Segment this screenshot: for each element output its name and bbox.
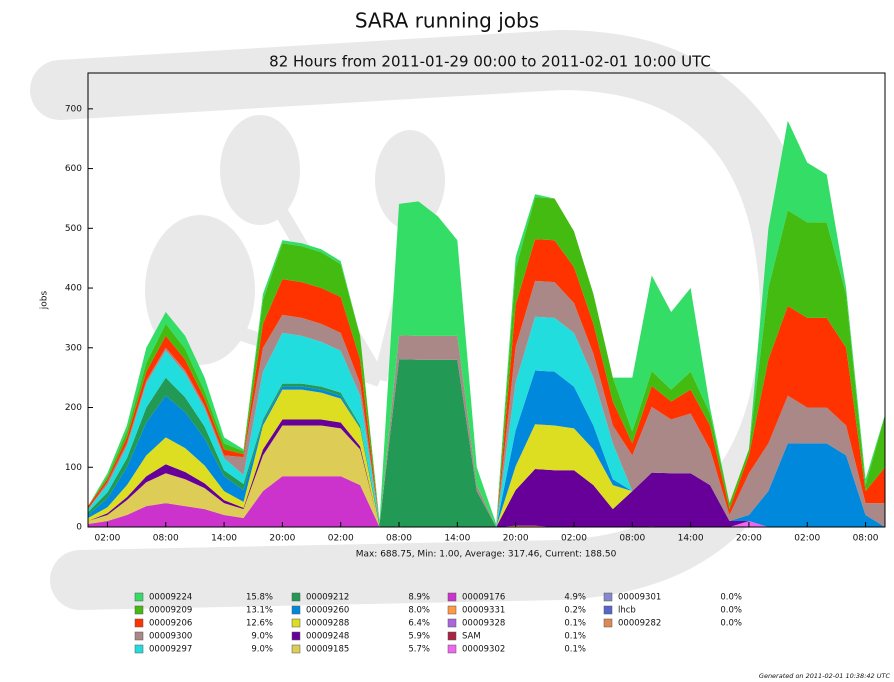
legend-label: 00009185 <box>306 645 349 655</box>
x-tick-label: 02:00 <box>794 534 820 544</box>
legend-share: 0.1% <box>564 632 586 642</box>
y-tick-label: 600 <box>65 164 82 174</box>
x-tick-label: 20:00 <box>269 534 295 544</box>
x-tick-label: 14:00 <box>678 534 704 544</box>
x-tick-label: 20:00 <box>503 534 529 544</box>
y-tick-label: 100 <box>65 463 82 473</box>
legend-label: 00009176 <box>462 593 505 603</box>
legend-share: 6.4% <box>408 619 430 629</box>
legend-swatch <box>135 632 143 640</box>
legend-swatch <box>604 606 612 614</box>
legend-share: 5.9% <box>408 632 430 642</box>
x-tick-label: 14:00 <box>211 534 237 544</box>
legend-swatch <box>292 632 300 640</box>
legend-share: 13.1% <box>246 606 273 616</box>
legend-share: 15.8% <box>246 593 273 603</box>
x-tick-label: 02:00 <box>561 534 587 544</box>
legend-share: 0.1% <box>564 619 586 629</box>
y-tick-label: 300 <box>65 343 82 353</box>
chart-title: SARA running jobs <box>355 9 539 33</box>
legend-share: 9.0% <box>251 632 273 642</box>
legend-share: 4.9% <box>564 593 586 603</box>
x-tick-label: 08:00 <box>853 534 879 544</box>
legend-label: 00009331 <box>462 606 505 616</box>
y-tick-label: 0 <box>76 523 82 533</box>
legend-share: 8.9% <box>408 593 430 603</box>
x-tick-label: 14:00 <box>444 534 470 544</box>
legend-label: 00009328 <box>462 619 505 629</box>
legend-label: 00009224 <box>149 593 192 603</box>
legend-label: lhcb <box>618 606 636 616</box>
legend-share: 0.0% <box>720 606 742 616</box>
legend-swatch <box>448 619 456 627</box>
legend-swatch <box>604 619 612 627</box>
legend-swatch <box>135 606 143 614</box>
legend-swatch <box>448 593 456 601</box>
y-tick-label: 400 <box>65 284 82 294</box>
legend-label: 00009212 <box>306 593 349 603</box>
legend-swatch <box>448 632 456 640</box>
x-tick-label: 08:00 <box>386 534 412 544</box>
x-tick-label: 08:00 <box>153 534 179 544</box>
legend-label: 00009301 <box>618 593 661 603</box>
y-tick-label: 500 <box>65 224 82 234</box>
legend-share: 0.2% <box>564 606 586 616</box>
x-tick-label: 08:00 <box>619 534 645 544</box>
legend-swatch <box>448 606 456 614</box>
stats-text: Max: 688.75, Min: 1.00, Average: 317.46,… <box>356 550 617 560</box>
legend-share: 9.0% <box>251 645 273 655</box>
legend-swatch <box>292 606 300 614</box>
legend-swatch <box>448 645 456 653</box>
y-tick-label: 700 <box>65 104 82 114</box>
footer: Generated on 2011-02-01 10:38:42 UTC <box>759 672 891 680</box>
legend-label: 00009282 <box>618 619 661 629</box>
legend-share: 12.6% <box>246 619 273 629</box>
legend-label: 00009300 <box>149 632 192 642</box>
legend-label: SAM <box>462 632 481 642</box>
legend-swatch <box>135 619 143 627</box>
x-tick-label: 02:00 <box>328 534 354 544</box>
legend-label: 00009302 <box>462 645 505 655</box>
x-tick-label: 20:00 <box>736 534 762 544</box>
legend-label: 00009209 <box>149 606 192 616</box>
legend-label: 00009260 <box>306 606 349 616</box>
legend-swatch <box>292 593 300 601</box>
legend-swatch <box>292 645 300 653</box>
legend-label: 00009248 <box>306 632 349 642</box>
x-tick-label: 02:00 <box>94 534 120 544</box>
legend-share: 5.7% <box>408 645 430 655</box>
legend-share: 0.1% <box>564 645 586 655</box>
legend-swatch <box>135 593 143 601</box>
legend-swatch <box>604 593 612 601</box>
legend-swatch <box>292 619 300 627</box>
legend-share: 0.0% <box>720 593 742 603</box>
legend-label: 00009297 <box>149 645 192 655</box>
legend-label: 00009288 <box>306 619 349 629</box>
legend-label: 00009206 <box>149 619 192 629</box>
chart-subtitle: 82 Hours from 2011-01-29 00:00 to 2011-0… <box>269 53 711 71</box>
legend-swatch <box>135 645 143 653</box>
legend-share: 8.0% <box>408 606 430 616</box>
chart: SARA running jobs 82 Hours from 2011-01-… <box>0 0 894 682</box>
y-tick-label: 200 <box>65 403 82 413</box>
legend-share: 0.0% <box>720 619 742 629</box>
y-axis-label: jobs <box>40 290 50 310</box>
